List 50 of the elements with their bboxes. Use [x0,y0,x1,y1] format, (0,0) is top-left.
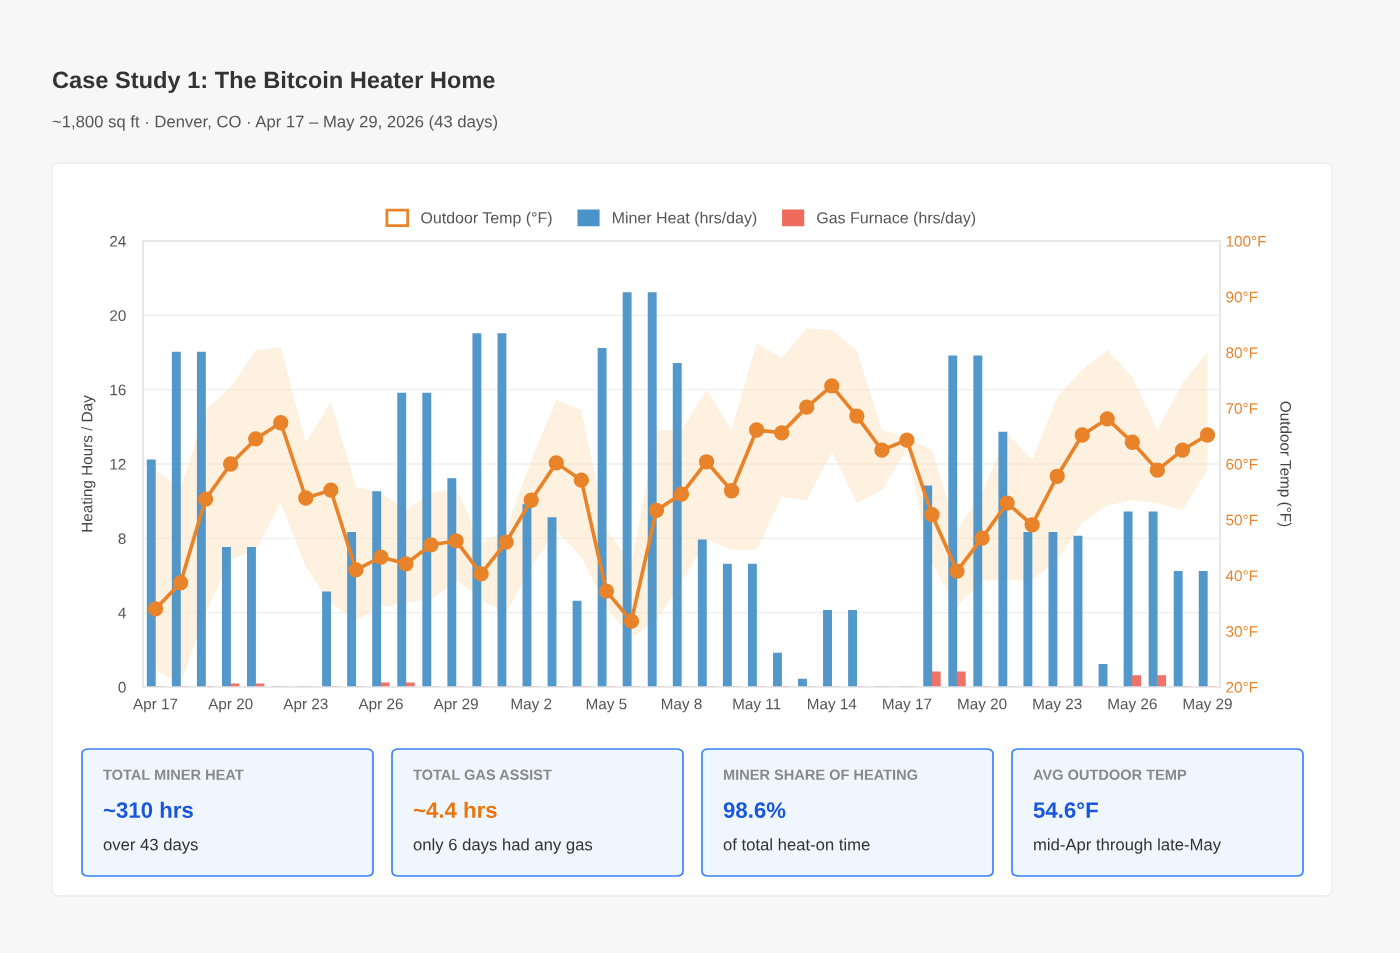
y2-tick-label: 100°F [1226,235,1266,247]
text: mid-Apr through late-May [1034,838,1222,854]
text: MINER SHARE OF HEATING [723,769,918,780]
y-tick-label: 4 [118,607,126,619]
y-tick-label: 0 [118,681,126,693]
y2-tick-label: 50°F [1226,514,1258,526]
legend-label: Outdoor Temp (°F) [421,211,552,227]
x-tick-label: May 29 [1183,698,1232,713]
text: ~4.4 hrs [413,801,497,818]
y-tick-label: 16 [110,384,126,396]
x-tick-label: May 20 [958,698,1007,713]
x-tick-label: May 11 [733,698,781,713]
y2-tick-label: 80°F [1226,347,1258,359]
y-tick-label: 12 [110,458,126,470]
y-tick-label: 20 [110,310,126,322]
text: over 43 days [103,838,198,854]
text: of total heat-on time [723,838,870,851]
chart-subtitle: ~1,800 sq ft · Denver, CO · Apr 17 – May 29, 2026 (43 days) [52,115,498,131]
y2-tick-label: 90°F [1226,291,1258,303]
x-tick-label: Apr 23 [283,698,328,713]
x-tick-label: Apr 26 [358,698,403,713]
x-tick-label: May 14 [807,698,857,713]
x-tick-label: May 2 [511,698,552,713]
y2-tick-label: 70°F [1226,403,1258,414]
text: TOTAL GAS ASSIST [413,769,552,780]
x-tick-label: Apr 17 [133,698,178,713]
y2-tick-label: 60°F [1226,458,1258,470]
y2-tick-label: 20°F [1226,681,1258,693]
text: 54.6°F [1033,802,1098,818]
x-tick-label: May 17 [883,698,932,713]
text: AVG OUTDOOR TEMP [1033,769,1187,780]
text: only 6 days had any gas [413,838,593,854]
text: TOTAL MINER HEAT [103,769,244,780]
y2-tick-label: 30°F [1226,626,1258,637]
text: 98.6% [723,802,786,818]
x-tick-label: May 8 [661,698,702,713]
y2-axis-title: Outdoor Temp (°F) [1277,401,1292,527]
x-tick-label: Apr 20 [208,698,253,713]
y-tick-label: 8 [118,533,126,545]
legend-label: Gas Furnace (hrs/day) [817,211,976,227]
x-tick-label: May 26 [1108,698,1157,713]
x-tick-label: May 5 [586,698,627,713]
legend-label: Miner Heat (hrs/day) [612,211,757,227]
text: ~310 hrs [103,801,193,818]
x-tick-label: Apr 29 [433,698,478,713]
y-axis-title: Heating Hours / Day [81,395,96,532]
chart-title: Case Study 1: The Bitcoin Heater Home [52,71,495,94]
y2-tick-label: 40°F [1225,570,1258,582]
x-tick-label: May 23 [1033,698,1082,713]
y-tick-label: 24 [110,235,126,247]
